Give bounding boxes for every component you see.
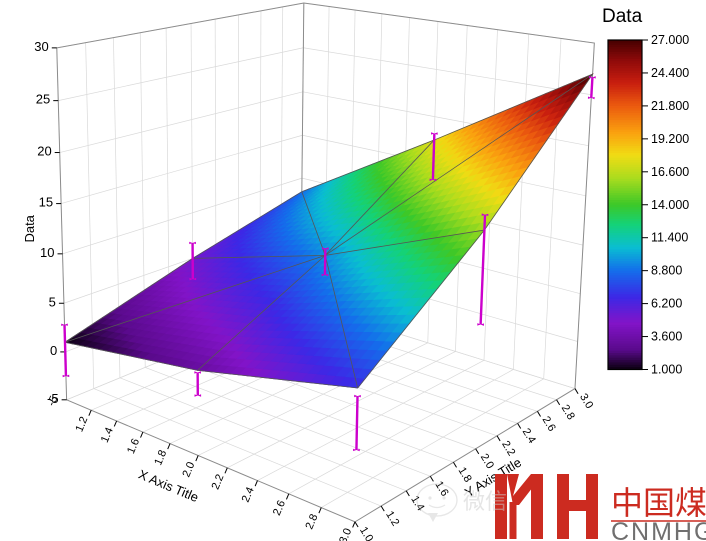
- svg-text:微信: 微信: [463, 489, 507, 514]
- svg-text:3.600: 3.600: [651, 330, 682, 344]
- svg-text:6.200: 6.200: [651, 297, 682, 311]
- svg-text:Data: Data: [602, 6, 643, 27]
- svg-text:CNMHG: CNMHG: [611, 518, 706, 541]
- svg-text:24.400: 24.400: [651, 66, 689, 80]
- svg-text:21.800: 21.800: [651, 99, 689, 113]
- svg-text:0: 0: [50, 343, 57, 358]
- svg-text:11.400: 11.400: [651, 231, 688, 245]
- svg-text:8.800: 8.800: [651, 264, 682, 278]
- svg-text:1.000: 1.000: [651, 363, 682, 377]
- svg-text:30: 30: [34, 39, 48, 54]
- svg-text:27.000: 27.000: [651, 33, 689, 47]
- svg-text:15: 15: [39, 195, 53, 210]
- svg-text:5: 5: [49, 294, 56, 309]
- svg-text:16.600: 16.600: [651, 165, 689, 179]
- svg-text:10: 10: [40, 245, 54, 260]
- svg-text:14.000: 14.000: [651, 198, 689, 212]
- svg-text:20: 20: [37, 144, 51, 159]
- svg-text:25: 25: [36, 92, 50, 107]
- svg-text:19.200: 19.200: [651, 132, 689, 146]
- svg-text:Data: Data: [22, 214, 37, 242]
